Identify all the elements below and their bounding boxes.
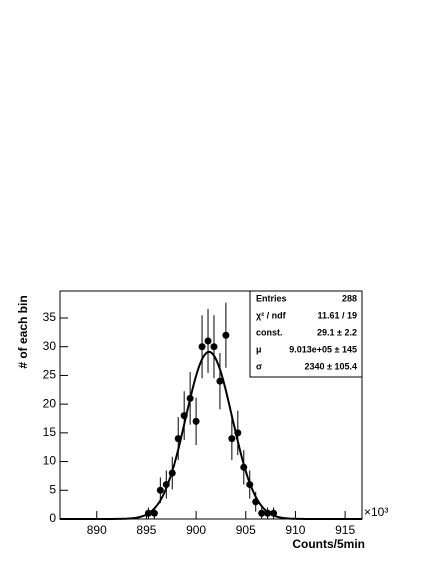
y-tick-label: 20 xyxy=(43,396,57,410)
data-point xyxy=(180,412,188,420)
y-tick-label: 30 xyxy=(43,339,57,353)
y-tick-label: 25 xyxy=(43,368,57,382)
stats-name: Entries xyxy=(256,293,287,303)
x-tick-label: 905 xyxy=(236,523,256,537)
data-point xyxy=(162,481,170,489)
data-point xyxy=(198,343,206,351)
data-point xyxy=(228,435,236,443)
data-point xyxy=(222,331,230,339)
stats-name: σ xyxy=(256,361,262,371)
y-tick-label: 5 xyxy=(49,482,56,496)
data-point xyxy=(186,394,194,402)
stats-box xyxy=(249,290,363,378)
stats-value: 9.013e+05 ± 145 xyxy=(289,344,357,354)
data-point xyxy=(144,509,152,517)
data-point xyxy=(258,509,266,517)
x-tick-label: 910 xyxy=(285,523,305,537)
data-point xyxy=(270,509,278,517)
data-point xyxy=(246,481,254,489)
stats-value: 288 xyxy=(342,293,357,303)
data-point xyxy=(156,486,164,494)
data-point xyxy=(240,463,248,471)
fit-curve xyxy=(60,350,362,520)
stats-name: μ xyxy=(256,344,262,354)
data-point xyxy=(264,509,272,517)
data-point xyxy=(150,509,158,517)
stats-value: 11.61 / 19 xyxy=(317,310,357,320)
y-tick-label: 15 xyxy=(43,425,57,439)
y-axis-label: # of each bin xyxy=(16,295,30,368)
x-axis-label: Counts/5min xyxy=(292,537,365,551)
data-point xyxy=(192,417,200,425)
stats-value: 2340 ± 105.4 xyxy=(305,361,357,371)
stats-name: χ² / ndf xyxy=(256,310,287,320)
data-point xyxy=(210,343,218,351)
stats-value: 29.1 ± 2.2 xyxy=(317,327,357,337)
x-multiplier: ×10³ xyxy=(364,505,388,519)
data-point xyxy=(252,498,260,506)
data-point xyxy=(234,429,242,437)
y-tick-label: 0 xyxy=(49,511,56,525)
data-point xyxy=(168,469,176,477)
stats-name: const. xyxy=(256,327,283,337)
data-point xyxy=(204,337,212,345)
frame xyxy=(59,290,363,520)
x-tick-label: 890 xyxy=(87,523,107,537)
x-tick-label: 915 xyxy=(335,523,355,537)
data-point xyxy=(216,377,224,385)
x-tick-label: 895 xyxy=(136,523,156,537)
data-point xyxy=(174,435,182,443)
y-tick-label: 10 xyxy=(43,454,57,468)
y-tick-label: 35 xyxy=(43,310,57,324)
x-tick-label: 900 xyxy=(186,523,206,537)
